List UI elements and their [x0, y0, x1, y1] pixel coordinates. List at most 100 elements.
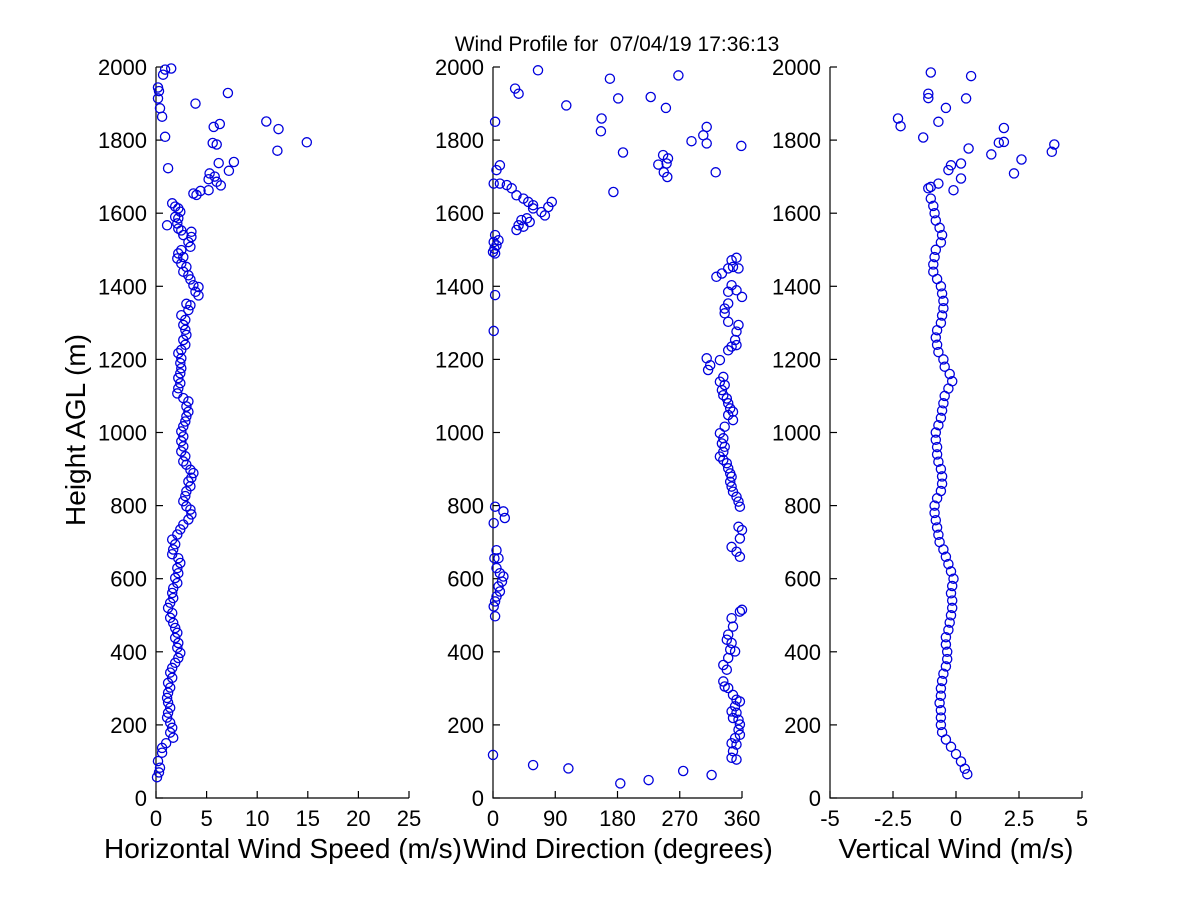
data-point — [931, 441, 943, 453]
x-tick-label: 25 — [397, 806, 421, 831]
data-point — [965, 70, 977, 82]
data-point — [731, 285, 742, 296]
data-point — [176, 344, 187, 356]
data-point — [731, 339, 742, 351]
vertical-wind-points — [892, 67, 1060, 780]
data-point — [931, 493, 943, 504]
data-point — [673, 70, 684, 81]
y-tick-label: 1600 — [98, 201, 147, 226]
data-point — [166, 198, 178, 209]
data-point — [176, 362, 187, 374]
data-point — [946, 602, 958, 614]
data-point — [161, 692, 173, 704]
data-point — [166, 662, 178, 674]
data-point — [727, 712, 739, 724]
data-point — [563, 763, 574, 774]
data-point — [721, 664, 733, 675]
data-point — [180, 324, 191, 336]
data-point — [178, 251, 189, 263]
y-tick-label: 2000 — [435, 55, 484, 80]
data-point — [935, 281, 947, 292]
data-point — [518, 221, 529, 232]
wind-direction-points — [487, 65, 748, 789]
data-point — [162, 687, 174, 698]
x-tick-label: 5 — [1076, 806, 1088, 831]
data-point — [940, 661, 952, 672]
axes-frame — [492, 67, 742, 799]
x-axis-label-horizontal-wind-speed: Horizontal Wind Speed (m/s) — [104, 833, 462, 864]
data-point — [183, 304, 194, 316]
data-point — [272, 145, 283, 156]
data-point — [151, 771, 163, 783]
y-tick-label: 400 — [110, 640, 147, 665]
data-point — [494, 178, 506, 189]
data-point — [169, 572, 181, 584]
data-point — [731, 739, 742, 750]
data-point — [935, 463, 947, 475]
data-point — [173, 637, 184, 649]
y-tick-label: 400 — [784, 640, 821, 665]
data-point — [662, 171, 673, 183]
data-point — [929, 207, 940, 219]
data-point — [172, 627, 183, 639]
x-tick-label: 2.5 — [1004, 806, 1035, 831]
data-point — [178, 334, 189, 346]
data-point — [527, 199, 539, 211]
data-point — [156, 747, 168, 758]
data-point — [923, 88, 934, 99]
y-tick-label: 800 — [110, 494, 147, 519]
data-point — [211, 139, 222, 150]
data-point — [489, 611, 501, 622]
data-point — [536, 206, 547, 218]
data-point — [936, 229, 948, 241]
x-tick-label: 20 — [346, 806, 370, 831]
data-point — [727, 621, 739, 632]
data-point — [704, 359, 716, 371]
y-tick-label: 1200 — [98, 347, 147, 372]
data-point — [178, 441, 189, 452]
data-point — [726, 752, 737, 764]
data-point — [188, 467, 199, 479]
data-point — [892, 113, 904, 124]
data-point — [936, 675, 948, 687]
data-point — [181, 401, 192, 412]
data-point — [719, 379, 730, 391]
data-point — [161, 712, 173, 723]
data-point — [722, 286, 734, 298]
data-point — [734, 501, 746, 512]
data-point — [940, 734, 952, 745]
data-point — [162, 697, 174, 708]
data-point — [215, 180, 227, 191]
data-point — [223, 165, 235, 177]
data-point — [156, 742, 168, 754]
data-point — [722, 316, 734, 328]
horizontal-wind-speed-subplot: 0 5 10 15 20 25 0 200 400 600 800 1000 1200 1400 1600 1… — [98, 55, 421, 831]
data-point — [1046, 146, 1058, 158]
data-point — [176, 258, 187, 269]
data-point — [931, 522, 943, 533]
data-point — [180, 451, 191, 462]
data-point — [493, 552, 504, 564]
data-point — [939, 361, 950, 372]
data-point — [998, 122, 1010, 134]
data-point — [941, 646, 953, 658]
data-point — [710, 167, 721, 178]
data-point — [173, 213, 184, 224]
y-tick-label: 200 — [110, 713, 147, 738]
data-point — [733, 496, 744, 507]
data-point — [487, 749, 499, 761]
data-point — [935, 690, 947, 701]
data-point — [175, 377, 186, 389]
data-point — [938, 295, 949, 307]
data-point — [714, 451, 726, 462]
data-point — [677, 765, 689, 777]
data-point — [152, 755, 164, 767]
data-point — [169, 632, 181, 644]
data-point — [173, 383, 184, 394]
y-tick-label: 2000 — [772, 55, 821, 80]
data-point — [185, 504, 196, 515]
data-point — [164, 612, 176, 624]
data-point — [488, 601, 499, 612]
data-point — [173, 372, 184, 384]
